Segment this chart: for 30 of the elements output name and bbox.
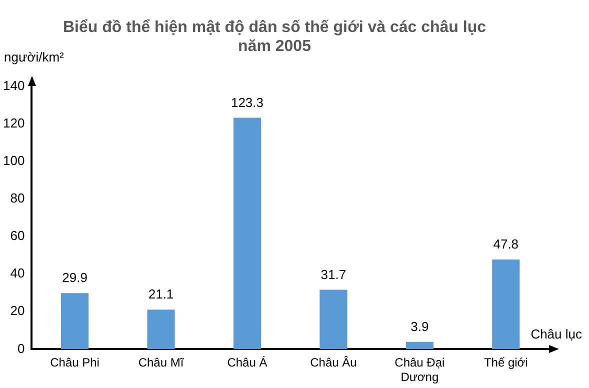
y-tick-label: 20: [10, 303, 25, 318]
bar: [233, 118, 262, 350]
y-tick-label: 0: [17, 340, 25, 356]
y-tick-label: 80: [10, 190, 25, 206]
x-tick-label: Thế giới: [484, 356, 528, 370]
data-label: 47.8: [493, 236, 519, 252]
x-tick-label: Châu Phi: [50, 356, 100, 370]
data-label: 3.9: [410, 318, 429, 334]
bar: [147, 310, 175, 350]
y-axis-title: người/km²: [4, 49, 65, 64]
x-tick-label: Châu Á: [227, 356, 268, 370]
data-label: 31.7: [320, 266, 346, 282]
text: năm 2005: [238, 38, 311, 56]
data-label: 123.3: [230, 94, 264, 110]
text: Biểu đồ thể hiện mật độ dân số thế giới và các châu lục: [62, 19, 486, 36]
bar: [61, 293, 89, 350]
bar: [406, 342, 434, 350]
x-tick-label: Châu Đại Dương: [394, 356, 445, 384]
data-label: 29.9: [62, 270, 88, 286]
y-tick-label: 60: [10, 228, 25, 244]
bar: [492, 259, 520, 350]
y-tick-label: 140: [2, 78, 25, 93]
x-axis-title: Châu lục: [530, 326, 582, 342]
data-label: 21.1: [148, 286, 174, 302]
x-tick-label: Châu Mĩ: [138, 356, 184, 370]
y-tick-label: 100: [2, 153, 25, 168]
x-tick-label: Châu Âu: [310, 356, 357, 370]
y-tick-label: 40: [10, 266, 25, 281]
bar: [320, 290, 348, 350]
y-tick-label: 120: [2, 116, 25, 131]
